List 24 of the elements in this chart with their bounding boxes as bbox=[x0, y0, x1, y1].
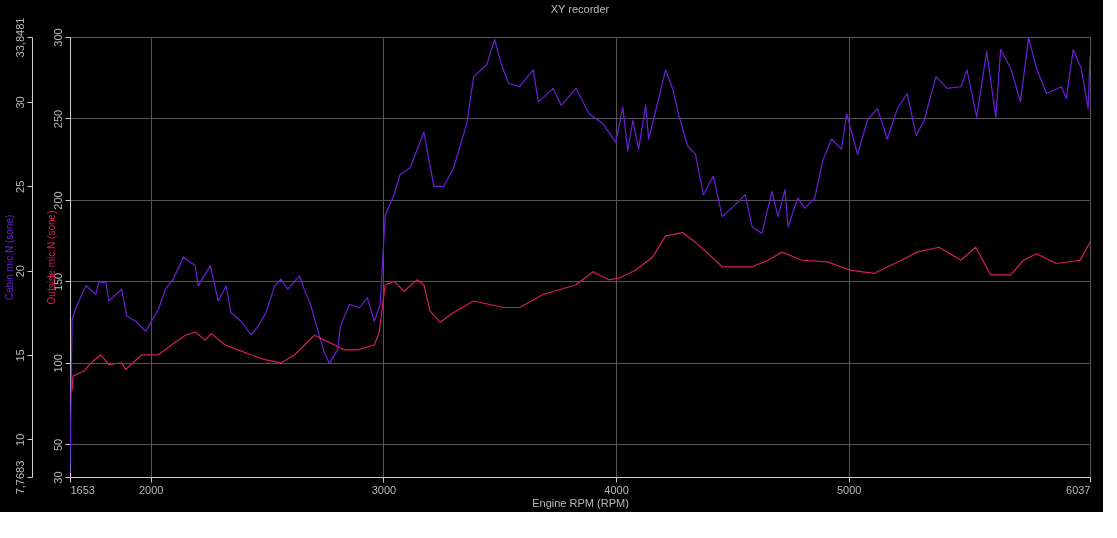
y-tick-label: 7,7683 bbox=[13, 460, 26, 495]
x-tick-label: 3000 bbox=[371, 483, 397, 496]
line-series bbox=[71, 231, 1090, 392]
y2-tick-label: 300 bbox=[51, 28, 64, 47]
y2-tick-label: 30 bbox=[51, 471, 64, 484]
x-tick-label: 5000 bbox=[836, 483, 862, 496]
y-tick-label: 30 bbox=[13, 96, 26, 109]
y-tick-label: 33,8481 bbox=[13, 17, 26, 58]
y-axis-title: Cabin mic.N (sone) bbox=[3, 214, 15, 301]
line-series bbox=[70, 37, 1090, 474]
x-tick-label: 1653 bbox=[70, 483, 95, 496]
x-tick-label: 6037 bbox=[1066, 483, 1091, 496]
x-tick-label: 2000 bbox=[138, 483, 164, 496]
y-tick-label: 15 bbox=[13, 349, 26, 362]
y2-tick-label: 200 bbox=[51, 191, 64, 210]
y2-tick-label: 250 bbox=[51, 109, 64, 129]
y-tick-label: 10 bbox=[13, 433, 26, 446]
x-axis-title: Engine RPM (RPM) bbox=[532, 496, 629, 509]
y-tick-label: 25 bbox=[13, 180, 26, 193]
chart-title: XY recorder bbox=[550, 3, 610, 16]
y2-tick-label: 100 bbox=[51, 354, 64, 373]
x-tick-label: 4000 bbox=[604, 483, 629, 496]
y2-tick-label: 50 bbox=[51, 438, 64, 452]
y-tick-label: 20 bbox=[13, 265, 26, 278]
